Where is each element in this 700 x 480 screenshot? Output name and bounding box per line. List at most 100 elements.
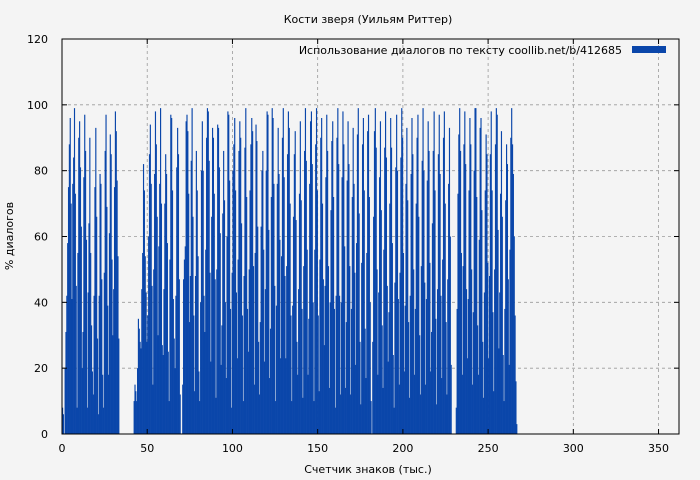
data-bar [203,295,205,434]
data-bar [267,114,269,434]
data-bar [194,391,196,434]
data-bar [510,137,512,434]
data-bar [367,114,370,434]
data-bar [226,236,228,434]
data-bar [488,276,491,434]
data-bar [202,170,204,434]
data-bar [423,170,425,434]
x-axis-label: Счетчик знаков (тыс.) [304,463,432,476]
data-bar [140,348,142,434]
data-bar [194,276,197,434]
data-bar [304,150,306,434]
data-bar [394,282,396,434]
data-bar [173,338,175,434]
data-bar [66,295,68,434]
data-bar [83,177,85,434]
data-bar [206,137,208,434]
data-bar [262,150,264,434]
data-bar [296,341,298,434]
data-bar [65,331,67,434]
data-bar [79,167,82,434]
data-bar [325,177,327,434]
x-tick-label: 350 [648,442,669,455]
data-bar [315,144,317,435]
data-bar [433,111,435,435]
data-bar [135,391,137,434]
data-bar [197,256,199,434]
data-bar [237,259,239,434]
data-bar [278,173,280,435]
data-bar [243,276,245,434]
data-bar [359,341,361,434]
data-bar [385,157,387,434]
data-bar [458,134,460,435]
data-bar [84,114,86,434]
data-bar [343,144,345,435]
data-bar [431,223,434,434]
data-bar [388,312,390,434]
data-bar [335,295,337,434]
data-bar [329,302,331,434]
data-bar [389,203,391,434]
data-bar [207,111,209,435]
data-bar [78,137,80,434]
data-bar [441,378,443,434]
data-bar [275,401,277,434]
data-bar [399,272,401,434]
data-bar [490,111,492,435]
data-bar [133,401,135,434]
data-bar [142,164,145,435]
data-bar [223,200,226,434]
data-bar [146,341,148,434]
data-bar [260,226,262,434]
data-bar [108,374,110,434]
data-bar [507,279,509,434]
data-bar [465,289,468,434]
data-bar [386,285,388,434]
data-bar [393,407,395,434]
data-bar [402,137,404,434]
data-bar [354,272,356,434]
data-bar [292,305,294,434]
data-bar [502,355,504,434]
data-bar [318,391,320,434]
data-bar [460,252,462,434]
data-bar [102,407,105,434]
data-bar [342,111,344,435]
data-bar [455,407,457,434]
data-bar [254,252,256,434]
data-bar [229,180,231,434]
data-bar [482,341,484,434]
data-bar [217,124,219,434]
data-bar [136,401,138,434]
data-bar [401,108,403,434]
data-bar [431,331,433,434]
data-bar [170,114,172,434]
data-bar [355,364,357,434]
data-bar [477,325,479,434]
data-bar [143,190,145,434]
data-bar [102,374,104,434]
data-bar [492,312,494,434]
data-bar [257,226,259,434]
data-bar [390,147,393,434]
data-bar [439,173,441,435]
data-bar [101,279,103,434]
data-bar [239,121,241,435]
data-bar [327,266,330,434]
data-bar [456,308,458,434]
data-bar [288,127,290,434]
data-bar [297,374,299,434]
data-bar [68,144,70,435]
data-bar [429,262,431,434]
data-bar [258,394,261,434]
data-bar [390,118,392,434]
data-bar [154,173,156,435]
data-bar [282,108,284,434]
data-bar [134,384,136,434]
data-bar [230,407,232,434]
data-bar [320,137,322,434]
axis-ticks: 0 20 40 60 80 100 120 0 50 100 150 200 250 300 350 [27,33,679,455]
data-bar [233,144,235,435]
data-bar [313,401,315,434]
